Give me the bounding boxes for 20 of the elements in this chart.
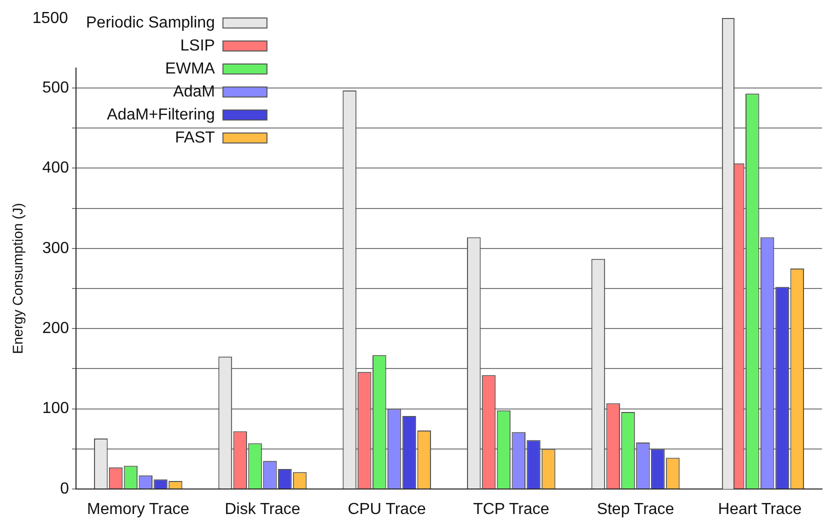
y-tick-label: 500: [42, 79, 70, 96]
x-tick-label: TCP Trace: [473, 501, 550, 518]
x-tick-label: Heart Trace: [718, 501, 802, 518]
text: 1500: [32, 10, 68, 28]
y-axis-title: Energy Consumption (J): [9, 203, 26, 354]
legend-label: AdaM+Filtering: [106, 106, 215, 124]
x-tick-label: Disk Trace: [224, 501, 300, 518]
y-tick-label: 0: [60, 480, 70, 498]
y-tick-label: 100: [42, 400, 70, 418]
legend-label: LSIP: [180, 37, 215, 54]
legend-label: FAST: [174, 129, 216, 146]
x-tick-label: Step Trace: [596, 501, 674, 518]
y-tick-label: 200: [42, 320, 70, 338]
y-tick-label: 400: [42, 160, 70, 177]
legend-label: EWMA: [165, 60, 216, 78]
y-tick-label: 300: [42, 240, 70, 257]
legend-label: AdaM: [173, 83, 215, 100]
x-tick-label: CPU Trace: [348, 501, 426, 518]
legend-label: Periodic Sampling: [86, 14, 215, 32]
x-tick-label: Memory Trace: [87, 501, 190, 518]
